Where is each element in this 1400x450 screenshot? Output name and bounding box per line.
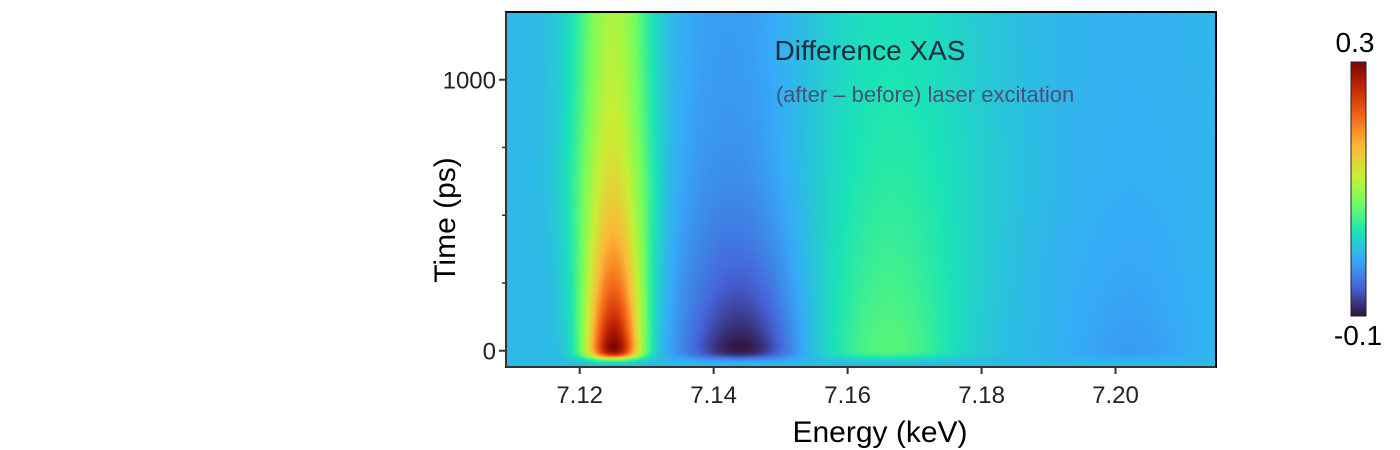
x-tick-label: 7.20 (1092, 382, 1139, 409)
heatmap-area (506, 12, 1216, 367)
x-tick-label: 7.14 (690, 382, 737, 409)
y-tick-label: 0 (483, 339, 496, 366)
x-axis-label: Energy (keV) (792, 416, 967, 449)
colorbar-min-label: -0.1 (1334, 320, 1382, 351)
x-tick-label: 7.18 (958, 382, 1005, 409)
chart-subtitle: (after – before) laser excitation (776, 82, 1074, 107)
chart-title: Difference XAS (775, 35, 966, 66)
colorbar-max-label: 0.3 (1336, 27, 1375, 58)
y-axis-label: Time (ps) (429, 157, 462, 283)
x-tick-label: 7.16 (824, 382, 871, 409)
x-tick-label: 7.12 (556, 382, 603, 409)
colorbar (1350, 61, 1367, 317)
x-axis-ticks: 7.12 7.14 7.16 7.18 7.20 (556, 367, 1139, 409)
y-tick-label: 1000 (443, 68, 496, 95)
y-axis-ticks: 0 1000 (443, 68, 506, 366)
